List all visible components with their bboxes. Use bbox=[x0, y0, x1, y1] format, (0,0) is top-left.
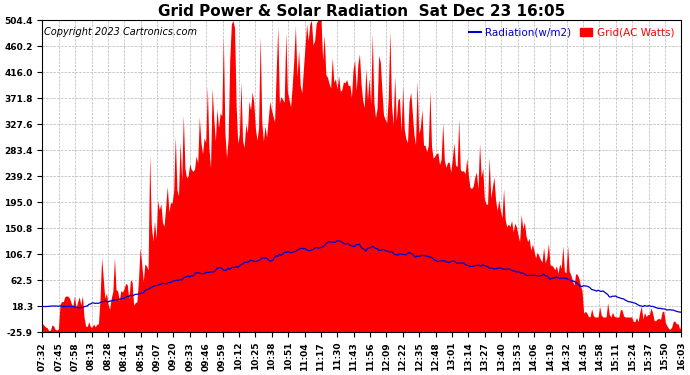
Text: Copyright 2023 Cartronics.com: Copyright 2023 Cartronics.com bbox=[43, 27, 197, 37]
Title: Grid Power & Solar Radiation  Sat Dec 23 16:05: Grid Power & Solar Radiation Sat Dec 23 … bbox=[158, 4, 566, 19]
Legend: Radiation(w/m2), Grid(AC Watts): Radiation(w/m2), Grid(AC Watts) bbox=[466, 26, 676, 40]
